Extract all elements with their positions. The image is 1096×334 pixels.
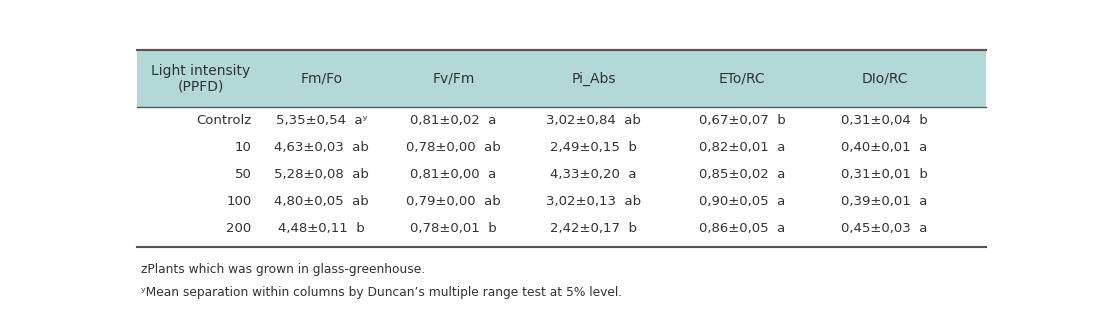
Text: 5,35±0,54  aʸ: 5,35±0,54 aʸ [276, 114, 367, 127]
Text: ETo/RC: ETo/RC [719, 72, 765, 86]
Text: 0,86±0,05  a: 0,86±0,05 a [699, 222, 786, 235]
Text: 0,79±0,00  ab: 0,79±0,00 ab [406, 195, 501, 208]
Text: 4,33±0,20  a: 4,33±0,20 a [550, 168, 637, 181]
Text: 0,40±0,01  a: 0,40±0,01 a [842, 141, 927, 154]
Text: 4,63±0,03  ab: 4,63±0,03 ab [274, 141, 369, 154]
Text: 3,02±0,13  ab: 3,02±0,13 ab [546, 195, 641, 208]
Text: Pi_Abs: Pi_Abs [571, 71, 616, 86]
Text: 0,78±0,00  ab: 0,78±0,00 ab [406, 141, 501, 154]
Text: 100: 100 [227, 195, 252, 208]
Text: 0,81±0,00  a: 0,81±0,00 a [410, 168, 496, 181]
Text: 200: 200 [227, 222, 252, 235]
Text: 0,90±0,05  a: 0,90±0,05 a [699, 195, 786, 208]
Text: 0,85±0,02  a: 0,85±0,02 a [699, 168, 786, 181]
Text: Fm/Fo: Fm/Fo [300, 72, 343, 86]
FancyBboxPatch shape [137, 50, 986, 107]
Text: 0,39±0,01  a: 0,39±0,01 a [842, 195, 927, 208]
Text: 0,78±0,01  b: 0,78±0,01 b [410, 222, 496, 235]
Text: 5,28±0,08  ab: 5,28±0,08 ab [274, 168, 369, 181]
Text: 0,31±0,04  b: 0,31±0,04 b [841, 114, 928, 127]
Text: 4,80±0,05  ab: 4,80±0,05 ab [274, 195, 369, 208]
Text: ᴢPlants which was grown in glass-greenhouse.: ᴢPlants which was grown in glass-greenho… [141, 263, 425, 276]
Text: 0,82±0,01  a: 0,82±0,01 a [699, 141, 786, 154]
Text: 0,45±0,03  a: 0,45±0,03 a [842, 222, 927, 235]
Text: Fv/Fm: Fv/Fm [432, 72, 475, 86]
Text: 3,02±0,84  ab: 3,02±0,84 ab [546, 114, 641, 127]
Text: 10: 10 [235, 141, 252, 154]
Text: Light intensity
(PPFD): Light intensity (PPFD) [151, 63, 250, 94]
Text: 0,67±0,07  b: 0,67±0,07 b [699, 114, 786, 127]
Text: 2,49±0,15  b: 2,49±0,15 b [550, 141, 637, 154]
Text: 0,31±0,01  b: 0,31±0,01 b [841, 168, 928, 181]
Text: 4,48±0,11  b: 4,48±0,11 b [278, 222, 365, 235]
Text: 50: 50 [235, 168, 252, 181]
Text: 0,81±0,02  a: 0,81±0,02 a [410, 114, 496, 127]
Text: DIo/RC: DIo/RC [861, 72, 907, 86]
Text: ʸMean separation within columns by Duncan’s multiple range test at 5% level.: ʸMean separation within columns by Dunca… [141, 286, 623, 299]
Text: Controlᴢ: Controlᴢ [196, 114, 252, 127]
Text: 2,42±0,17  b: 2,42±0,17 b [550, 222, 637, 235]
